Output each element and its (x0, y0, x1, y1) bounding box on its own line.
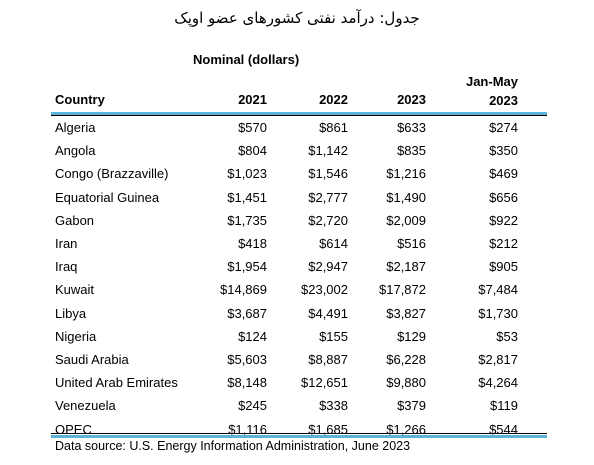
value-jan-may-2023-cell: $53 (496, 328, 518, 344)
value-2023-cell: $2,187 (386, 259, 426, 275)
value-2022-cell: $1,685 (308, 421, 348, 437)
column-header-2022: 2022 (319, 92, 348, 107)
value-2021-cell: $1,116 (228, 421, 267, 437)
country-cell: Iran (55, 236, 78, 251)
value-2023-cell: $3,827 (386, 305, 426, 321)
column-header-jan-may-2023: Jan-May 2023 (466, 72, 518, 110)
value-2023-cell: $1,266 (386, 421, 426, 437)
table-row: Iraq $1,954 $2,947 $2,187 $905 (0, 255, 594, 278)
country-cell: Nigeria (55, 328, 97, 344)
value-jan-may-2023-cell: $905 (489, 259, 518, 275)
value-2021-cell: $1,451 (227, 189, 267, 205)
value-2022-cell: $2,777 (308, 189, 348, 205)
value-2022-cell: $1,546 (308, 166, 348, 182)
value-2022-cell: $155 (319, 328, 348, 344)
value-jan-may-2023-cell: $469 (489, 166, 518, 182)
value-2022-cell: $1,142 (308, 143, 348, 159)
table-row: Venezuela $245 $338 $379 $119 (0, 394, 594, 417)
value-2023-cell: $17,872 (379, 282, 426, 298)
value-2023-cell: $6,228 (386, 352, 426, 367)
table-row: OPEC $1,116 $1,685 $1,266 $544 (0, 418, 594, 441)
table-row: Equatorial Guinea $1,451 $2,777 $1,490 $656 (0, 186, 594, 209)
value-jan-may-2023-cell: $1,730 (478, 305, 518, 321)
value-2021-cell: $5,603 (227, 352, 267, 367)
value-jan-may-2023-cell: $212 (489, 236, 518, 251)
value-2021-cell: $3,687 (227, 305, 267, 321)
group-header-nominal: Nominal (dollars) (193, 52, 300, 67)
country-cell: Libya (55, 305, 87, 321)
value-2021-cell: $124 (238, 328, 267, 344)
country-cell: Angola (55, 143, 96, 159)
value-2021-cell: $8,148 (227, 375, 267, 391)
header-rule-accent (51, 112, 547, 115)
value-2021-cell: $418 (238, 236, 267, 251)
value-2023-cell: $2,009 (386, 212, 426, 228)
value-2023-cell: $129 (397, 328, 426, 344)
value-2023-cell: $1,490 (386, 189, 426, 205)
footer-rule-accent (51, 435, 547, 438)
country-cell: Kuwait (55, 282, 95, 298)
column-header-jan-may-line1: Jan-May (465, 74, 518, 89)
value-2022-cell: $614 (319, 236, 348, 251)
value-2022-cell: $2,720 (308, 212, 348, 228)
country-cell: Algeria (55, 120, 96, 135)
value-2022-cell: $338 (319, 398, 348, 414)
value-jan-may-2023-cell: $2,817 (478, 352, 518, 367)
table-row: Libya $3,687 $4,491 $3,827 $1,730 (0, 302, 594, 325)
value-jan-may-2023-cell: $544 (489, 421, 518, 437)
country-cell: Equatorial Guinea (55, 189, 160, 205)
value-jan-may-2023-cell: $274 (489, 120, 518, 135)
value-2023-cell: $379 (397, 398, 426, 414)
table-row: Gabon $1,735 $2,720 $2,009 $922 (0, 209, 594, 232)
value-2022-cell: $861 (319, 120, 348, 135)
value-2022-cell: $4,491 (308, 305, 348, 321)
table-row: Angola $804 $1,142 $835 $350 (0, 139, 594, 162)
country-cell: OPEC (55, 421, 92, 437)
value-2021-cell: $14,869 (220, 282, 267, 298)
table-row: Congo (Brazzaville) $1,023 $1,546 $1,216 $46… (0, 162, 594, 185)
table-title: جدول: درآمد نفتی کشورهای عضو اوپک (174, 9, 420, 27)
column-header-2023: 2023 (397, 92, 426, 107)
value-2023-cell: $516 (397, 236, 426, 251)
country-cell: Venezuela (55, 398, 116, 414)
value-2022-cell: $12,651 (301, 375, 348, 391)
header-rule-thin (51, 115, 547, 116)
value-jan-may-2023-cell: $350 (489, 143, 518, 159)
table-row: Algeria $570 $861 $633 $274 (0, 116, 594, 139)
column-header-jan-may-line2: 2023 (489, 93, 518, 108)
table-row: Kuwait $14,869 $23,002 $17,872 $7,484 (0, 278, 594, 301)
country-cell: United Arab Emirates (55, 375, 178, 391)
data-source-note: Data source: U.S. Energy Information Adm… (55, 439, 411, 453)
table-row: Nigeria $124 $155 $129 $53 (0, 325, 594, 348)
value-jan-may-2023-cell: $7,484 (478, 282, 518, 298)
table-row: United Arab Emirates $8,148 $12,651 $9,880 $… (0, 371, 594, 394)
column-header-country: Country (55, 92, 105, 107)
value-2023-cell: $9,880 (386, 375, 426, 391)
country-cell: Gabon (55, 212, 95, 228)
value-2022-cell: $8,887 (308, 352, 348, 367)
column-header-2021: 2021 (238, 92, 267, 107)
value-2023-cell: $1,216 (386, 166, 426, 182)
value-2021-cell: $1,735 (227, 212, 267, 228)
value-jan-may-2023-cell: $922 (489, 212, 518, 228)
value-2022-cell: $2,947 (308, 259, 348, 275)
value-2021-cell: $1,023 (227, 166, 267, 182)
country-cell: Saudi Arabia (55, 352, 129, 367)
value-2023-cell: $835 (397, 143, 426, 159)
value-jan-may-2023-cell: $119 (490, 398, 518, 414)
value-2023-cell: $633 (397, 120, 426, 135)
value-2021-cell: $1,954 (227, 259, 267, 275)
value-jan-may-2023-cell: $656 (489, 189, 518, 205)
value-2021-cell: $245 (238, 398, 267, 414)
value-2022-cell: $23,002 (301, 282, 348, 298)
country-cell: Iraq (55, 259, 78, 275)
value-2021-cell: $804 (238, 143, 267, 159)
country-cell: Congo (Brazzaville) (55, 166, 169, 182)
table-row: Saudi Arabia $5,603 $8,887 $6,228 $2,817 (0, 348, 594, 371)
value-2021-cell: $570 (238, 120, 267, 135)
footer-rule-thin (51, 433, 547, 434)
table-row: Iran $418 $614 $516 $212 (0, 232, 594, 255)
value-jan-may-2023-cell: $4,264 (478, 375, 518, 391)
